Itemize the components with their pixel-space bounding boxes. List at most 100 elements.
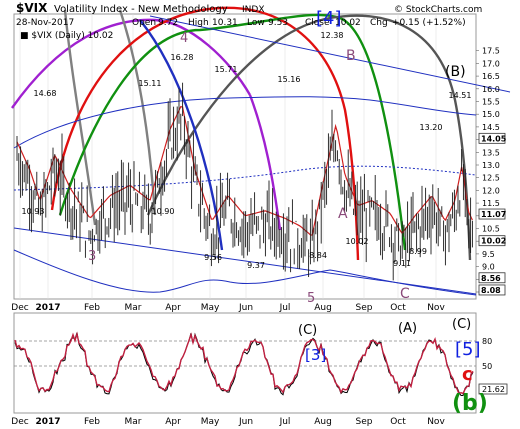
wave-label-4-bracket: [4] <box>316 8 342 29</box>
wave-label-B: B <box>346 48 356 64</box>
price-badge-label: 10.02 <box>481 237 506 246</box>
low-high-label: 12.38 <box>321 31 344 40</box>
low-high-label: 16.28 <box>171 53 194 62</box>
open-value: 9.72 <box>158 18 178 28</box>
rsi-wave-3: [3] <box>305 346 326 364</box>
y-tick-label: 16.5 <box>482 72 500 81</box>
rsi-axis: 80 50 21.62 <box>478 337 508 395</box>
wave-label-C: C <box>400 286 410 302</box>
rsi-x-tick-label: Dec <box>11 417 28 427</box>
trend-lines <box>13 15 511 296</box>
rsi-wave-C1: (C) <box>298 323 317 338</box>
low-high-label: 9.37 <box>247 261 265 270</box>
chg-value: +0.15 (+1.52%) <box>392 18 466 28</box>
low-high-label: 14.51 <box>449 91 472 100</box>
low-value: 9.53 <box>268 18 288 28</box>
rsi-x-tick-label: Oct <box>390 417 406 427</box>
wave-label-A: A <box>338 206 348 222</box>
y-tick-label: 10.5 <box>482 225 500 234</box>
rsi-panel-frame <box>13 312 477 414</box>
rsi-x-tick-label: Nov <box>427 417 445 427</box>
price-badge-label: 14.05 <box>481 134 507 143</box>
rsi-x-tick-label: Feb <box>84 417 100 427</box>
rsi-wave-b: (b) <box>452 391 488 416</box>
rsi-wave-5: [5] <box>455 339 481 360</box>
y-axis: 17.517.016.516.015.515.014.514.013.513.0… <box>476 47 500 297</box>
wave-label-5: 5 <box>307 291 315 306</box>
price-badge-label: 8.08 <box>481 286 501 295</box>
low-high-label: 15.16 <box>278 75 301 84</box>
red-arc <box>50 6 360 261</box>
y-tick-label: 15.0 <box>482 110 500 119</box>
x-tick-label: Jul <box>279 303 291 313</box>
wave-labels: [4] B A C (B) 3 4 5 <box>88 8 466 306</box>
low-high-label: 10.90 <box>152 207 175 216</box>
x-tick-label: Oct <box>390 303 406 313</box>
rsi-wave-labels: (C) (A) (C) [3] [5] c (b) <box>298 317 488 416</box>
rsi-wave-A: (A) <box>398 321 417 336</box>
low-high-label: 9.56 <box>204 253 222 262</box>
y-tick-label: 14.5 <box>482 123 500 132</box>
source: © StockCharts.com <box>394 5 482 15</box>
date: 28-Nov-2017 <box>16 18 74 28</box>
rsi-x-tick-label: 2017 <box>35 417 60 427</box>
rsi-x-tick-label: Aug <box>314 417 332 427</box>
cycle-arcs <box>11 6 472 261</box>
chg-label: Chg <box>370 18 388 28</box>
x-tick-label: Nov <box>427 303 445 313</box>
y-tick-label: 16.0 <box>482 85 500 94</box>
low-high-labels: 14.68 10.93 15.11 10.90 16.28 15.71 15.16 9.56 9… <box>22 31 472 270</box>
rsi-axis-label: 21.62 <box>482 385 505 394</box>
price-badge: 10.02 <box>478 235 506 247</box>
low-high-label: 10.02 <box>346 237 369 246</box>
price-badge: 14.05 <box>478 132 507 144</box>
y-tick-label: 12.0 <box>482 186 500 195</box>
gray-arc-2 <box>118 9 157 216</box>
price-badge-label: 11.07 <box>481 210 506 219</box>
index-name: Volatility Index - New Methodology <box>54 4 228 15</box>
header: $VIX Volatility Index - New Methodology … <box>16 1 482 41</box>
low-high-label: 14.68 <box>34 89 57 98</box>
y-tick-label: 17.0 <box>482 59 500 68</box>
rsi-wave-C2: (C) <box>452 317 471 332</box>
x-tick-label: Sep <box>356 303 373 313</box>
symbol: $VIX <box>16 1 48 15</box>
low-high-label: 15.71 <box>215 65 238 74</box>
x-tick-label: Mar <box>125 303 142 313</box>
y-tick-label: 9.0 <box>482 263 495 272</box>
low-high-label: 10.93 <box>22 207 45 216</box>
price-badge: 8.08 <box>478 284 506 296</box>
rsi-x-tick-label: Sep <box>356 417 373 427</box>
y-tick-label: 12.5 <box>482 174 500 183</box>
low-high-label: 8.99 <box>409 247 427 256</box>
low-high-label: 8.84 <box>309 251 327 260</box>
y-tick-label: 9.5 <box>482 250 495 259</box>
x-tick-label: Jun <box>238 303 253 313</box>
x-tick-label: Aug <box>314 303 332 313</box>
rsi-wave-c: c <box>462 364 473 385</box>
price-bars <box>16 82 473 281</box>
rsi-line <box>14 331 474 396</box>
x-tick-label: Feb <box>84 303 100 313</box>
low-high-label: 9.11 <box>393 259 411 268</box>
x-tick-label: 2017 <box>35 303 60 313</box>
rsi-axis-label: 80 <box>482 337 492 346</box>
close-value: 10.02 <box>335 18 361 28</box>
rsi-x-tick-label: Jul <box>279 417 291 427</box>
purple-arc-right <box>248 94 282 231</box>
rsi-x-tick-label: Jun <box>238 417 253 427</box>
y-tick-label: 13.0 <box>482 161 500 170</box>
wave-label-3: 3 <box>88 249 96 264</box>
x-axis-price: Dec 2017 Feb Mar Apr May Jun Jul Aug Sep Oct Nov <box>11 303 445 313</box>
black-arc <box>146 14 472 261</box>
price-badge-label: 8.56 <box>481 274 501 283</box>
wave-label-4: 4 <box>180 31 188 46</box>
green-arc <box>58 13 407 251</box>
low-high-label: 15.11 <box>139 79 162 88</box>
rsi-badge <box>478 383 508 395</box>
high-label: High <box>188 18 209 28</box>
rsi-x-tick-label: Apr <box>165 417 181 427</box>
y-tick-label: 11.5 <box>482 199 500 208</box>
open-label: Open <box>132 18 156 28</box>
rsi-x-tick-label: Mar <box>125 417 142 427</box>
